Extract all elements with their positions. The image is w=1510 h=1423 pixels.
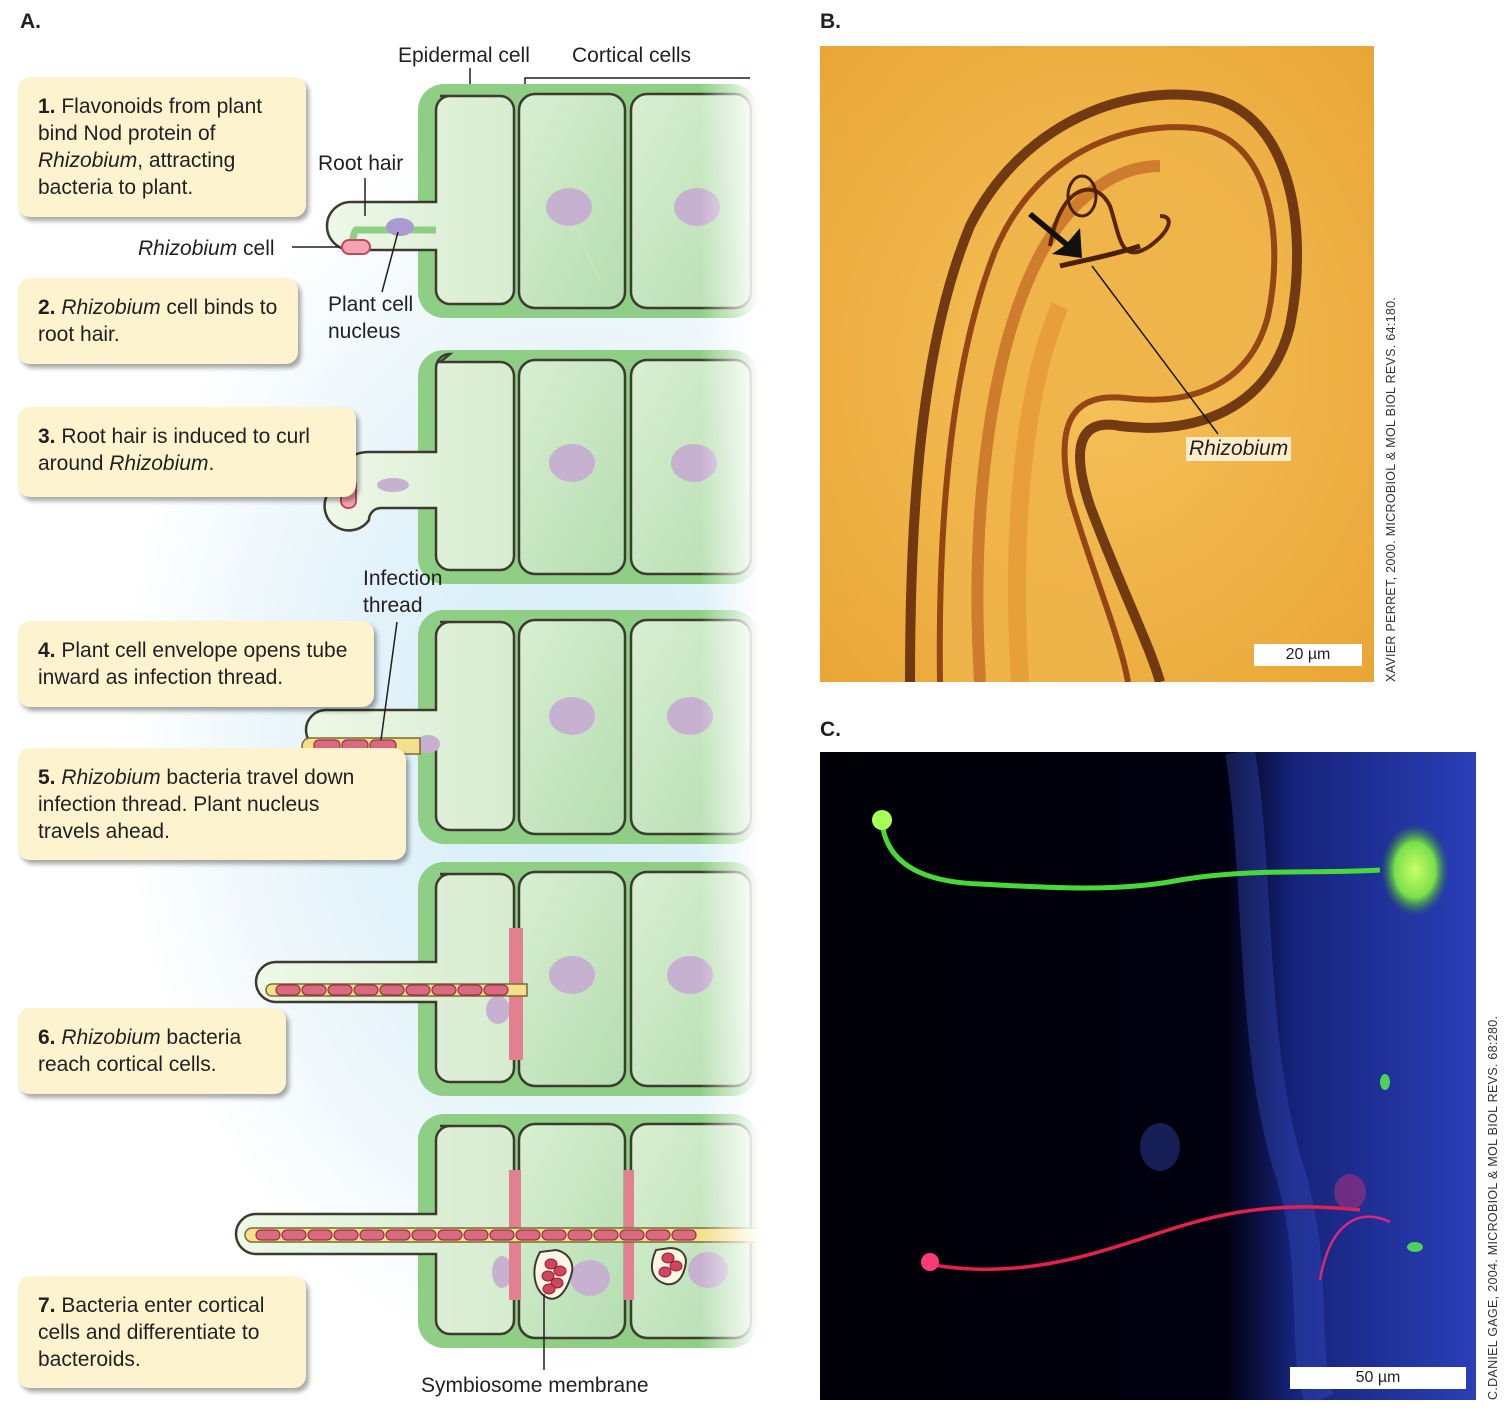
step-4-box: 4. Plant cell envelope opens tube inward… (18, 621, 374, 707)
step-5-box: 5. Rhizobium bacteria travel down infect… (18, 748, 406, 860)
step-1-box: 1. Flavonoids from plant bind Nod protei… (18, 77, 306, 217)
infection-thread-label: Infection thread (363, 567, 443, 617)
step-6-box: 6. Rhizobium bacteria reach cortical cel… (18, 1008, 286, 1094)
step-7-box: 7. Bacteria enter cortical cells and dif… (18, 1276, 306, 1388)
photo-c-scale-bar: 50 µm (1290, 1367, 1466, 1389)
rhizobium-cell-label: Rhizobium cell (138, 237, 275, 260)
infection-diagram (234, 68, 760, 1370)
panel-letter-a: A. (20, 10, 41, 33)
panel-letter-c: C. (820, 718, 841, 741)
step-2-box: 2. Rhizobium cell binds to root hair. (18, 278, 298, 364)
stage-row-4 (254, 862, 758, 1096)
stage-row-3 (301, 610, 758, 844)
epidermal-cell-label: Epidermal cell (398, 44, 530, 67)
rhizobium-photo-label: Rhizobium (1186, 437, 1292, 461)
cortical-cells-label: Cortical cells (572, 44, 692, 67)
plant-cell-nucleus-label: Plant cell nucleus (328, 293, 414, 343)
photo-c-credit: C.DANIEL GAGE, 2004. MICROBIOL & MOL BIO… (1486, 1015, 1500, 1400)
plant-nucleus-leader (381, 231, 399, 293)
step-3-box: 3. Root hair is induced to curl around R… (18, 407, 356, 497)
stage-row-2 (323, 350, 758, 584)
stage-row-1 (325, 84, 758, 318)
stage-row-5 (234, 1114, 760, 1348)
symbiosome-membrane-label: Symbiosome membrane (421, 1374, 649, 1397)
photo-b-micrograph (820, 46, 1374, 682)
photo-b-scale-bar: 20 µm (1254, 644, 1362, 666)
root-hair-label: Root hair (318, 152, 404, 175)
photo-b-credit: XAVIER PERRET, 2000. MICROBIOL & MOL BIO… (1384, 296, 1398, 682)
panel-letter-b: B. (820, 10, 841, 33)
photo-c-fluorescence (820, 752, 1476, 1400)
infection-thread-leader (380, 621, 398, 741)
